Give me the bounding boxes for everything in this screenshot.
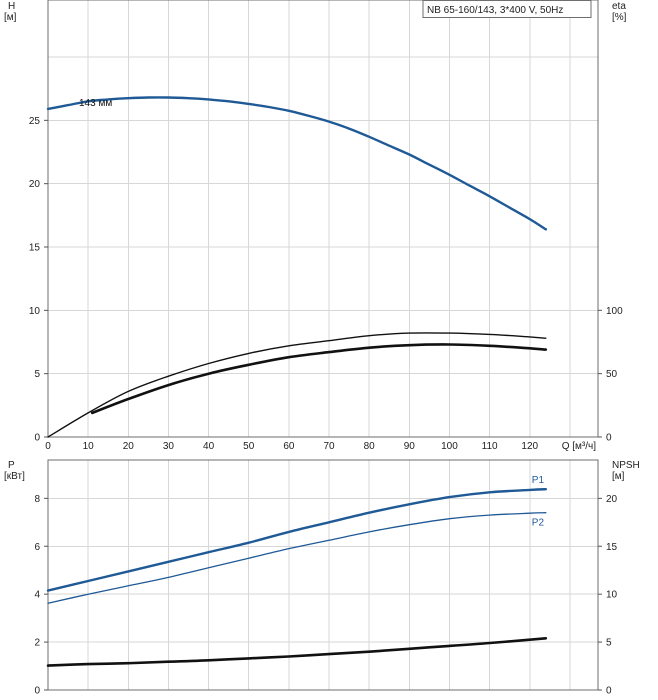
title-box	[422, 0, 592, 18]
right-axis-unit: [%]	[612, 12, 627, 23]
left-tick-label: 0	[34, 686, 40, 697]
x-tick-label: 90	[404, 441, 416, 452]
right-tick-label: 0	[606, 433, 612, 444]
plot-frame	[47, 0, 599, 438]
series-label-p2: P2	[532, 518, 545, 529]
right-tick-label: 10	[606, 590, 618, 601]
series-label-impeller: 143 мм	[79, 98, 112, 109]
left-tick-label: 0	[34, 433, 40, 444]
chart-title: NB 65-160/143, 3*400 V, 50Hz	[427, 5, 563, 16]
x-tick-label: 120	[521, 441, 538, 452]
left-tick-label: 20	[29, 179, 41, 190]
x-tick-label: 80	[364, 441, 376, 452]
x-tick-label: 40	[203, 441, 215, 452]
x-tick-label: 100	[441, 441, 458, 452]
right-tick-label: 5	[606, 638, 612, 649]
plot-frame	[47, 459, 599, 691]
series-label-p1: P1	[532, 475, 545, 486]
x-tick-label: 110	[482, 441, 498, 452]
left-tick-label: 2	[34, 638, 40, 649]
x-tick-label: 20	[123, 441, 135, 452]
series-line-0-2	[90, 343, 548, 415]
left-axis-name: P	[8, 460, 15, 471]
series-line-p2	[47, 512, 547, 604]
left-tick-label: 4	[34, 590, 40, 601]
left-tick-label: 8	[34, 494, 40, 505]
x-axis-label: Q [м³/ч]	[562, 441, 597, 452]
right-tick-label: 100	[606, 306, 623, 317]
right-tick-label: 20	[606, 494, 618, 505]
series-line-0-1	[47, 332, 547, 438]
right-tick-label: 15	[606, 542, 618, 553]
left-tick-label: 15	[29, 243, 41, 254]
x-tick-label: 50	[243, 441, 255, 452]
x-tick-label: 30	[163, 441, 175, 452]
x-tick-label: 60	[283, 441, 295, 452]
x-tick-label: 10	[83, 441, 95, 452]
x-tick-label: 0	[45, 441, 51, 452]
right-axis-name: NPSH	[612, 460, 640, 471]
left-axis-name: H	[8, 1, 15, 12]
left-axis-unit: [кВт]	[4, 471, 25, 482]
right-tick-label: 0	[606, 686, 612, 697]
left-tick-label: 10	[29, 306, 41, 317]
left-tick-label: 25	[29, 116, 41, 127]
right-axis-unit: [м]	[612, 471, 625, 482]
right-tick-label: 50	[606, 369, 618, 380]
right-axis-name: eta	[612, 1, 626, 12]
series-line-p1	[46, 488, 547, 592]
left-tick-label: 5	[34, 369, 40, 380]
series-line-1-2	[46, 637, 548, 667]
left-axis-unit: [м]	[4, 12, 17, 23]
series-line-143-мм	[46, 96, 547, 231]
x-tick-label: 70	[323, 441, 335, 452]
left-tick-label: 6	[34, 542, 40, 553]
